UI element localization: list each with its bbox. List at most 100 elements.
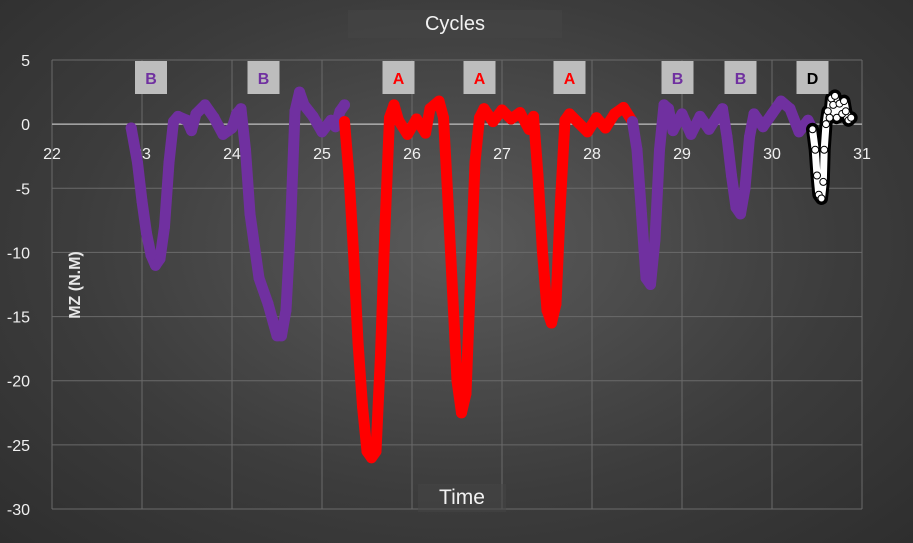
data-point	[831, 91, 839, 100]
data-point	[609, 108, 620, 120]
data-point	[832, 113, 841, 122]
data-point	[352, 336, 364, 348]
data-point	[442, 195, 454, 207]
data-point	[631, 144, 643, 156]
segment-label-box	[247, 61, 280, 94]
data-point	[276, 330, 287, 342]
data-point	[125, 122, 137, 134]
data-point	[537, 246, 548, 258]
data-point	[820, 145, 829, 154]
y-tick-label: -15	[7, 310, 30, 327]
data-point	[645, 279, 656, 290]
x-tick-label: 27	[493, 146, 511, 163]
data-point	[289, 105, 301, 117]
data-point	[618, 102, 629, 113]
data-point	[136, 195, 148, 207]
data-point	[823, 107, 832, 116]
data-point	[330, 121, 341, 133]
segment-label-text: A	[564, 71, 576, 88]
segment-label: D	[796, 61, 829, 94]
data-point	[285, 221, 296, 233]
x-tick-label: 26	[403, 146, 421, 163]
data-point	[726, 170, 737, 181]
segment-label-box	[382, 61, 415, 94]
y-tick-label: -10	[7, 245, 30, 262]
data-point	[145, 249, 157, 261]
data-point	[199, 99, 211, 111]
data-point	[280, 304, 292, 316]
data-point	[703, 123, 715, 135]
data-point	[600, 122, 611, 134]
data-point	[739, 182, 751, 194]
x-tick-label: 30	[763, 146, 781, 163]
data-point	[343, 170, 355, 181]
data-point	[505, 113, 517, 125]
x-axis-label: Time	[418, 484, 506, 512]
segment-label-text: B	[258, 71, 270, 88]
data-point	[840, 97, 848, 106]
segment-label-box	[661, 61, 694, 94]
data-point	[235, 103, 247, 115]
data-point	[370, 445, 382, 457]
data-point	[813, 171, 821, 180]
data-point	[181, 114, 193, 126]
data-point	[478, 103, 490, 115]
data-point	[262, 298, 274, 310]
data-point	[375, 349, 386, 361]
segment-label-text: B	[672, 71, 684, 88]
data-point	[316, 126, 328, 138]
data-point	[528, 110, 539, 122]
data-point	[154, 253, 166, 265]
segment-label: A	[382, 61, 415, 94]
data-point	[339, 99, 350, 111]
x-tick-label: 22	[43, 146, 61, 163]
data-point	[339, 116, 350, 128]
data-point	[496, 104, 508, 116]
y-tick-label: -5	[16, 181, 30, 198]
data-point	[384, 112, 395, 124]
data-point	[163, 157, 175, 169]
y-tick-label: 0	[21, 117, 30, 134]
segment-label: B	[135, 61, 167, 94]
segment-label-box	[724, 61, 757, 94]
x-tick-label: 25	[313, 146, 331, 163]
segment-label-box	[796, 61, 829, 94]
segment-label-box	[135, 61, 167, 94]
data-point	[294, 86, 305, 98]
data-point	[819, 177, 828, 186]
data-point	[808, 125, 817, 134]
data-point	[793, 126, 805, 138]
data-point	[757, 121, 769, 133]
data-point	[208, 112, 220, 124]
series-line	[125, 86, 350, 342]
y-tick-label: -30	[7, 502, 30, 519]
x-tick-label: 28	[583, 146, 601, 163]
segment-label-text: B	[735, 71, 747, 88]
data-point	[775, 95, 787, 107]
data-point	[822, 120, 830, 129]
data-point	[841, 107, 850, 116]
data-point	[825, 113, 834, 122]
data-point	[546, 317, 557, 329]
y-tick-labels: 5 0 -5 -10 -15 -20 -25 -30	[7, 53, 30, 519]
data-point	[474, 112, 485, 124]
data-point	[514, 107, 526, 119]
segment-label-box	[553, 61, 586, 94]
data-point	[244, 208, 256, 220]
y-tick-label: 5	[21, 53, 30, 70]
segment-label-text: D	[807, 71, 819, 88]
data-point	[663, 103, 674, 115]
data-point	[424, 103, 436, 115]
data-point	[829, 100, 838, 109]
data-point	[307, 110, 319, 122]
data-point	[748, 108, 760, 120]
data-point	[186, 125, 197, 137]
data-point	[141, 227, 152, 239]
y-tick-label: -20	[7, 374, 30, 391]
chart-title: Cycles	[348, 10, 562, 38]
data-point	[159, 221, 170, 233]
data-point	[550, 298, 562, 310]
data-point	[469, 157, 481, 169]
data-point	[460, 388, 472, 399]
